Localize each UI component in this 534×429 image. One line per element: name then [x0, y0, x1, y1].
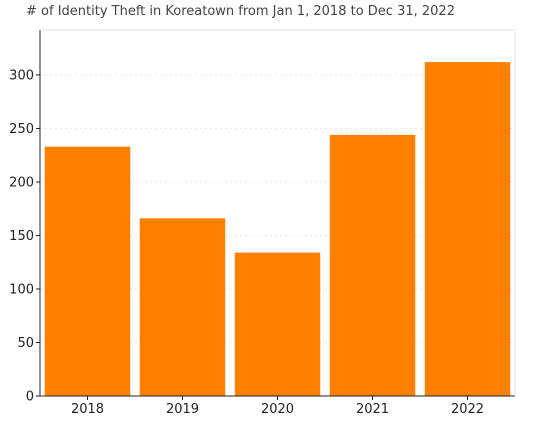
y-tick-label: 250 [9, 122, 34, 137]
y-tick-label: 50 [17, 336, 34, 351]
x-tick-label: 2019 [166, 402, 199, 417]
x-tick-label: 2020 [261, 402, 294, 417]
bar-2018 [44, 146, 131, 396]
y-tick-label: 0 [26, 390, 34, 405]
bar-2020 [234, 252, 321, 396]
x-tick-label: 2022 [451, 402, 484, 417]
bar-2022 [424, 62, 511, 397]
x-tick-label: 2021 [356, 402, 389, 417]
y-tick-label: 150 [9, 229, 34, 244]
y-tick-label: 200 [9, 175, 34, 190]
x-axis-ticks: 2018 2019 2020 2021 2022 [71, 396, 484, 417]
bar-2021 [329, 134, 416, 396]
y-axis-ticks: 0 50 100 150 200 250 300 [9, 68, 40, 405]
bar-2019 [139, 218, 226, 396]
x-tick-label: 2018 [71, 402, 104, 417]
y-tick-label: 100 [9, 282, 34, 297]
chart-title: # of Identity Theft in Koreatown from Ja… [26, 4, 455, 19]
y-tick-label: 300 [9, 68, 34, 83]
bars [44, 62, 511, 397]
